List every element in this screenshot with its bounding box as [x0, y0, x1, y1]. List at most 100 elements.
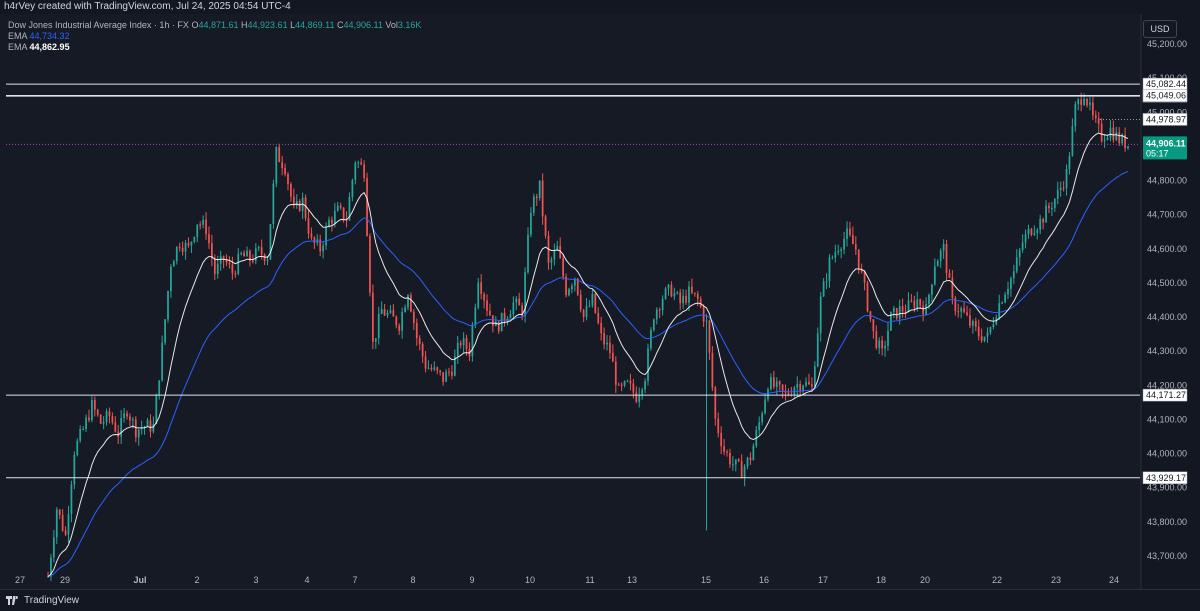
candle-up: [998, 294, 1001, 321]
candle-body: [743, 466, 746, 479]
candle-body: [1106, 137, 1109, 140]
candle-up: [462, 332, 465, 353]
candle-up: [477, 277, 480, 310]
symbol-name[interactable]: Dow Jones Industrial Average Index · 1h …: [8, 20, 189, 30]
candle-body: [170, 266, 172, 292]
candle-body: [1007, 288, 1009, 295]
candle-body: [720, 432, 723, 447]
candle-down: [366, 172, 368, 237]
candle-body: [892, 308, 895, 312]
candle-body: [714, 387, 717, 419]
y-tick-label: 43,700.00: [1147, 551, 1187, 561]
candle-up: [1021, 234, 1024, 253]
price-chart[interactable]: 45,200.0045,100.0045,000.0044,900.0044,8…: [0, 0, 1200, 589]
candle-down: [497, 320, 500, 334]
candle-down: [424, 351, 427, 373]
candle-down: [369, 233, 371, 297]
candle-body: [161, 342, 164, 381]
candle-body: [47, 576, 49, 578]
candle-down: [799, 380, 802, 396]
x-tick-label: 9: [469, 575, 474, 585]
candle-body: [333, 210, 336, 224]
candle-body: [96, 409, 99, 415]
candle-down: [1112, 120, 1115, 143]
candle-up: [272, 179, 275, 229]
candle-body: [667, 284, 670, 289]
candle-down: [436, 366, 439, 375]
ema-slow-label[interactable]: EMA: [8, 31, 28, 41]
symbol-row[interactable]: Dow Jones Industrial Average Index · 1h …: [8, 20, 421, 31]
candle-body: [802, 385, 804, 391]
candle-body: [1004, 294, 1006, 303]
candle-body: [108, 411, 111, 417]
candle-body: [951, 277, 954, 298]
candle-down: [281, 155, 284, 176]
candle-body: [146, 420, 149, 427]
candle-down: [869, 311, 872, 323]
ema-fast-row[interactable]: EMA 44,862.95: [8, 42, 421, 53]
candle-body: [813, 366, 816, 387]
candle-down: [360, 158, 363, 166]
candle-down: [395, 315, 398, 329]
candle-down: [579, 289, 582, 313]
ema-fast-label[interactable]: EMA: [8, 42, 28, 52]
candle-down: [594, 293, 597, 314]
currency-button[interactable]: USD: [1143, 20, 1177, 38]
candle-down: [234, 270, 237, 278]
y-tick-label: 43,800.00: [1147, 517, 1187, 527]
candle-up: [585, 298, 588, 321]
candle-up: [834, 244, 837, 263]
candle-body: [328, 219, 330, 227]
candle-body: [732, 464, 734, 466]
candle-up: [1106, 135, 1109, 141]
candle-body: [805, 381, 807, 386]
candle-body: [600, 322, 603, 334]
candle-body: [781, 384, 784, 391]
candle-down: [134, 416, 137, 443]
candle-down: [740, 454, 743, 479]
candle-body: [632, 383, 635, 393]
candle-down: [620, 382, 623, 392]
candle-down: [974, 317, 977, 332]
candle-down: [61, 509, 64, 532]
candle-down: [126, 410, 128, 420]
candle-up: [887, 322, 889, 351]
candle-body: [459, 342, 462, 346]
level-price-label: 45,049.06: [1146, 91, 1186, 101]
candle-down: [957, 303, 960, 318]
candle-body: [614, 361, 617, 385]
candle-up: [1071, 118, 1074, 157]
candle-body: [172, 261, 175, 267]
candle-up: [1039, 214, 1042, 235]
candle-body: [357, 162, 360, 164]
candle-up: [767, 387, 769, 402]
volume-label: Vol: [385, 20, 398, 30]
candle-body: [477, 282, 480, 308]
candle-body: [494, 321, 497, 327]
candle-body: [524, 272, 526, 316]
candle-up: [1074, 101, 1077, 132]
candle-body: [1068, 155, 1071, 170]
candle-down: [948, 269, 951, 278]
price-axis-background: [1141, 14, 1200, 589]
candle-down: [717, 412, 720, 438]
candle-body: [761, 413, 764, 423]
tradingview-logo[interactable]: TradingView: [6, 595, 79, 606]
candle-body: [705, 320, 708, 322]
x-tick-label: 3: [253, 575, 258, 585]
candle-down: [881, 335, 884, 356]
candle-body: [635, 392, 638, 402]
x-tick-label: 2: [194, 575, 199, 585]
candle-body: [91, 399, 93, 421]
ema-slow-row[interactable]: EMA 44,734.32: [8, 31, 421, 42]
candle-body: [837, 250, 840, 253]
candle-body: [641, 389, 644, 395]
candle-down: [612, 344, 614, 362]
candle-down: [372, 284, 374, 350]
candle-down: [208, 226, 210, 249]
candle-up: [802, 384, 804, 395]
candle-down: [541, 173, 544, 225]
candle-down: [331, 216, 333, 232]
x-tick-label: 24: [1109, 575, 1119, 585]
candle-down: [1048, 202, 1050, 214]
